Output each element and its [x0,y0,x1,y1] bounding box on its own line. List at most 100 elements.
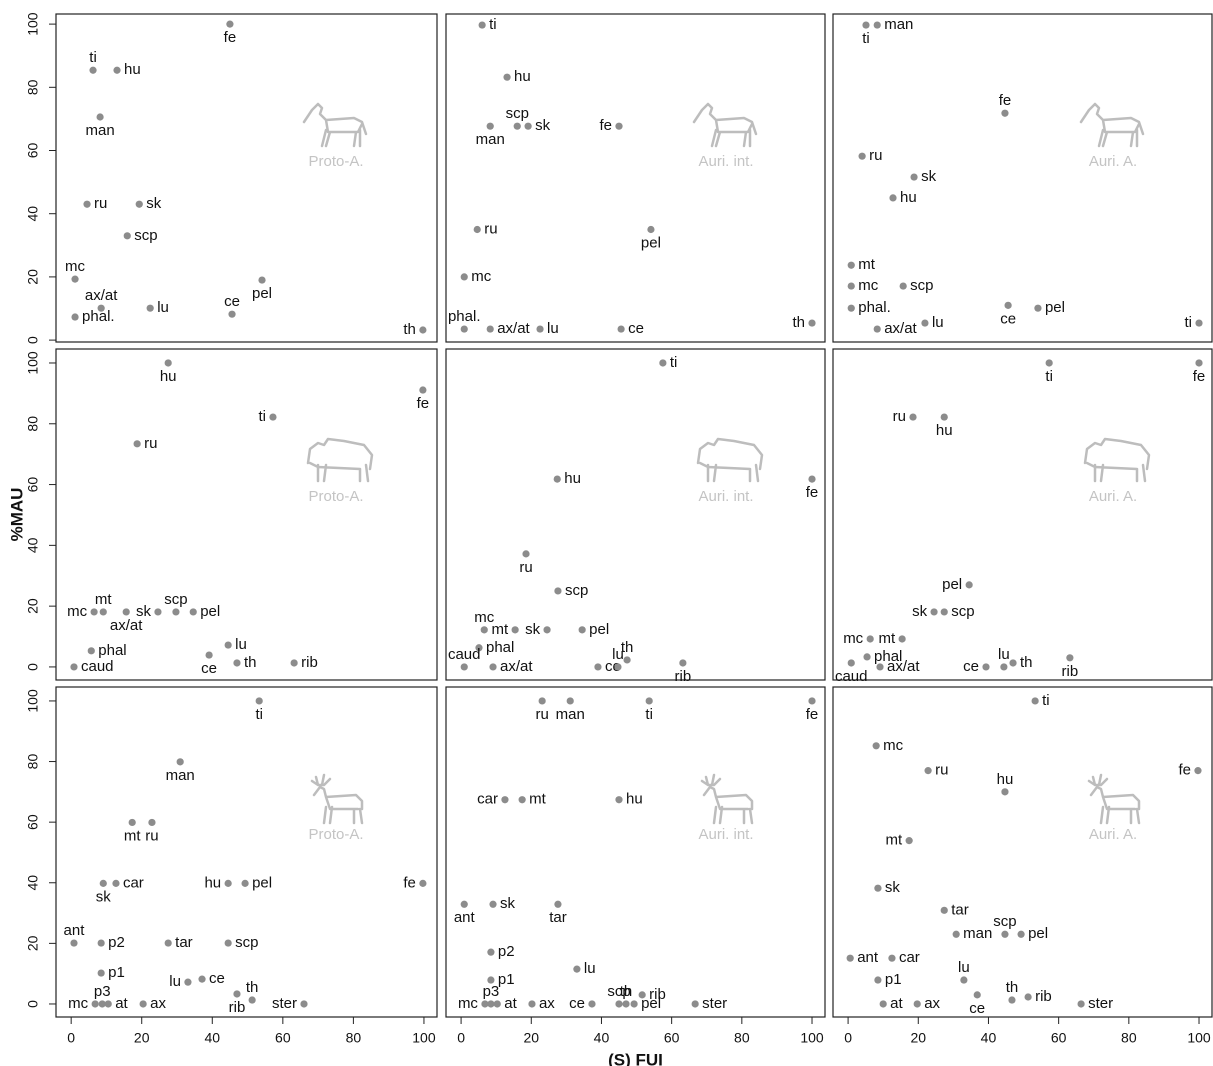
point [965,581,973,589]
point-label: hu [900,189,917,206]
point-label: mt [878,630,895,647]
y-tick-label: 0 [25,336,41,344]
point-label: ster [1088,995,1113,1012]
animal-silhouette [310,773,364,825]
point-label: rib [649,986,666,1003]
point [905,837,913,845]
point [588,1000,596,1008]
point [164,359,172,367]
point-label: p2 [498,943,515,960]
point-label: tar [951,901,969,918]
point [617,325,625,333]
point [1001,930,1009,938]
point-label: mt [858,256,875,273]
point-label: ti [255,706,263,723]
point [862,21,870,29]
point [847,659,855,667]
point [269,413,277,421]
point [1004,301,1012,309]
point-label: phal [486,639,514,656]
animal-icon [700,773,754,825]
y-tick-label: 20 [25,269,41,285]
point [233,659,241,667]
point-label: scp [993,913,1016,930]
point [112,879,120,887]
point-label: p3 [483,983,500,1000]
point [154,608,162,616]
point-label: ru [519,559,532,576]
point-label: lu [547,320,559,337]
x-tick-label: 100 [800,1030,824,1046]
point [1001,788,1009,796]
point-label: man [556,706,585,723]
point [615,1000,623,1008]
point-label: sk [136,603,152,620]
point [172,608,180,616]
point [873,21,881,29]
point [940,906,948,914]
point [481,1000,489,1008]
point [96,113,104,121]
annotation: Auri. int. [698,153,753,170]
point-label: ster [272,995,297,1012]
point [638,991,646,999]
point [128,818,136,827]
point-label: fe [224,29,237,46]
point-label: mc [843,630,863,647]
y-tick-label: 60 [25,143,41,159]
x-tick-label: 60 [275,1030,291,1046]
point-label: hu [936,422,953,439]
point-label: th [621,639,634,656]
point-label: mt [95,591,112,608]
point [1195,319,1203,327]
point [1031,697,1039,705]
point [198,975,206,983]
point-label: pel [252,285,272,302]
point-label: phal [98,642,126,659]
point [615,122,623,130]
y-tick-label: 60 [25,814,41,830]
animal-silhouette [306,437,374,483]
point [1009,659,1017,667]
point [184,978,192,986]
y-tick-label: 20 [25,935,41,951]
x-axis-label: (S) FUI [608,1050,663,1066]
point-label: ru [484,220,497,237]
animal-icon [1079,102,1145,148]
animal-silhouette [700,773,754,825]
panel-frame [445,13,826,343]
point-label: ax/at [887,658,920,675]
point-label: ax/at [85,287,118,304]
point [1045,359,1053,367]
point [573,965,581,973]
point [493,1000,501,1008]
point [290,659,298,667]
point [858,152,866,160]
point-label: at [115,995,128,1012]
point-label: scp [235,934,258,951]
animal-silhouette [1087,773,1141,825]
point-label: ti [1045,368,1053,385]
point [847,261,855,269]
animal-silhouette [696,437,764,483]
point-label: man [166,767,195,784]
point-label: scp [607,983,630,1000]
y-tick-label: 0 [25,663,41,671]
point-label: p2 [108,934,125,951]
point-label: mc [471,268,491,285]
point [489,663,497,671]
x-tick-label: 40 [204,1030,220,1046]
point [874,884,882,892]
point [241,879,249,887]
point [419,326,427,334]
point-label: ti [258,408,266,425]
point-label: scp [164,591,187,608]
y-tick-label: 80 [25,754,41,770]
point [189,608,197,616]
point [874,976,882,984]
point-label: mc [858,277,878,294]
point-label: ce [1000,310,1016,327]
point [139,1000,147,1008]
point-label: sk [921,168,937,185]
